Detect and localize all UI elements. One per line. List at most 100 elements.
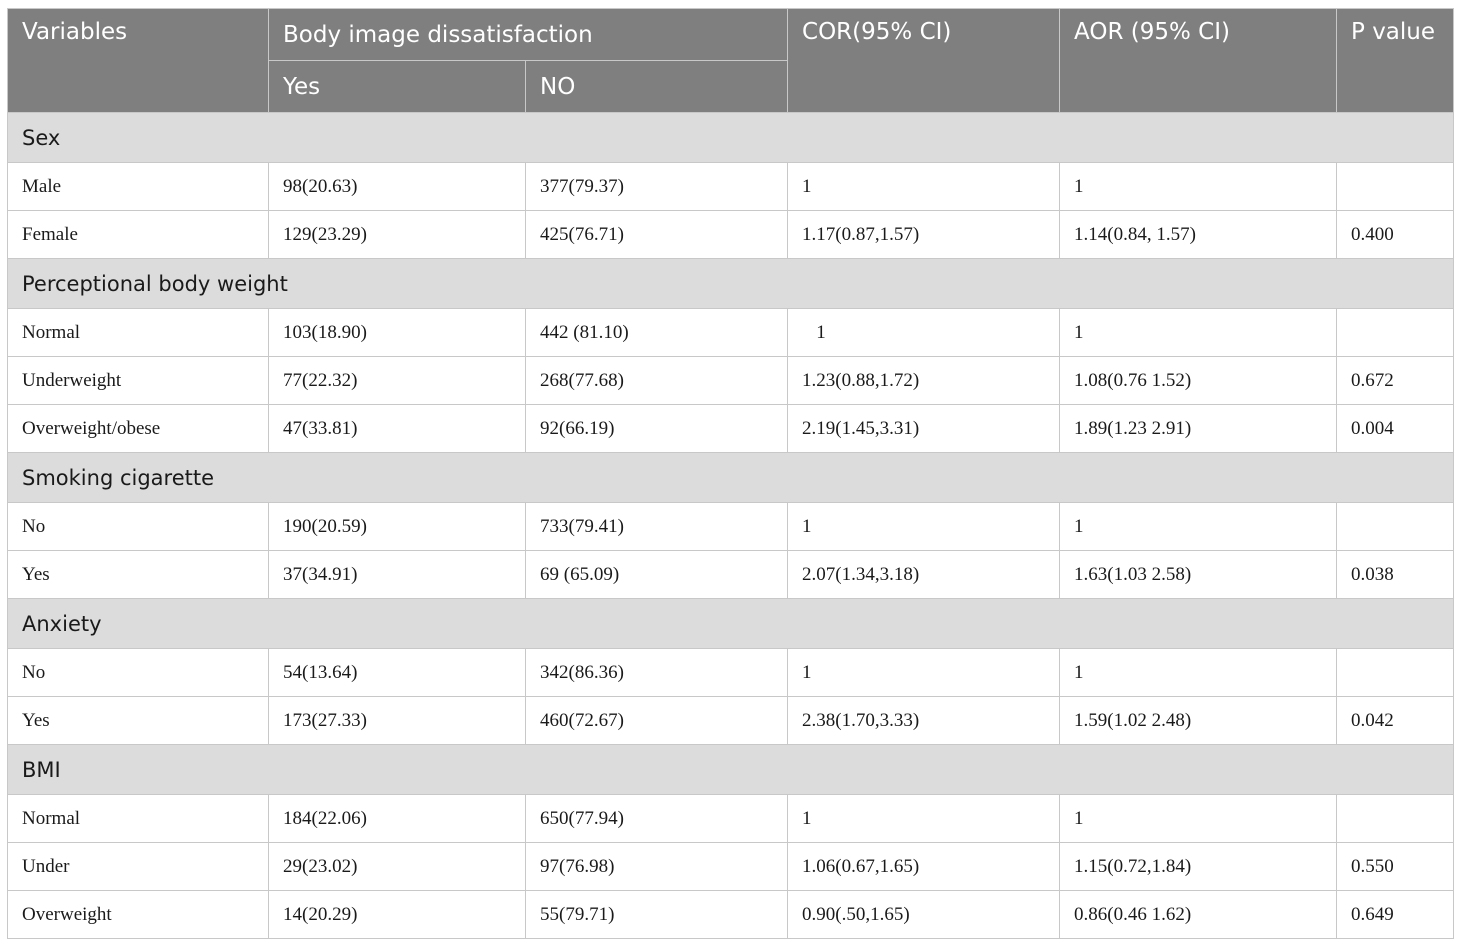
cell-cor: 1.17(0.87,1.57): [787, 210, 1061, 259]
table-row: Overweight/obese 47(33.81) 92(66.19) 2.19(1…: [7, 404, 1455, 453]
header-body-image-dissatisfaction: Body image dissatisfaction: [267, 8, 789, 61]
cell-aor: 1.08(0.76 1.52): [1059, 356, 1338, 405]
cell-no: 460(72.67): [524, 696, 789, 745]
group-label: Smoking cigarette: [6, 452, 1455, 503]
cell-no: 342(86.36): [524, 648, 789, 697]
cell-variable: Female: [7, 210, 269, 259]
cell-aor: 1.63(1.03 2.58): [1059, 550, 1338, 599]
cell-yes: 37(34.91): [268, 550, 526, 599]
results-table: Variables Body image dissatisfaction COR…: [6, 8, 1455, 939]
cell-yes: 190(20.59): [268, 502, 526, 551]
cell-variable: No: [7, 502, 269, 551]
table-row: Overweight 14(20.29) 55(79.71) 0.90(.50,1.6…: [7, 890, 1455, 939]
header-cor: COR(95% CI): [787, 8, 1061, 113]
cell-yes: 103(18.90): [268, 308, 526, 357]
table-row: Yes 37(34.91) 69 (65.09) 2.07(1.34,3.18) 1.6…: [7, 550, 1455, 599]
cell-variable: Overweight: [7, 890, 269, 939]
cell-aor: 1: [1059, 308, 1338, 357]
table-body: Sex Male 98(20.63) 377(79.37) 1 1 Female 129(23…: [6, 112, 1455, 939]
cell-variable: No: [7, 648, 269, 697]
header-p-value: P value: [1336, 8, 1455, 113]
cell-no: 377(79.37): [524, 162, 789, 211]
cell-variable: Male: [7, 162, 269, 211]
cell-p: 0.042: [1336, 696, 1455, 745]
cell-aor: 0.86(0.46 1.62): [1059, 890, 1338, 939]
header-row-bottom: Yes NO: [8, 60, 1454, 113]
cell-cor: 1.23(0.88,1.72): [787, 356, 1061, 405]
cell-aor: 1: [1059, 502, 1338, 551]
cell-aor: 1: [1059, 794, 1338, 843]
cell-p: [1336, 308, 1455, 357]
cell-variable: Normal: [7, 308, 269, 357]
table-row: Female 129(23.29) 425(76.71) 1.17(0.87,1.57…: [7, 210, 1455, 259]
cell-aor: 1.14(0.84, 1.57): [1059, 210, 1338, 259]
cell-aor: 1: [1059, 162, 1338, 211]
cell-p: [1336, 162, 1455, 211]
group-label: Perceptional body weight: [6, 258, 1455, 309]
cell-yes: 129(23.29): [268, 210, 526, 259]
cell-variable: Under: [7, 842, 269, 891]
cell-yes: 77(22.32): [268, 356, 526, 405]
group-row: Anxiety: [6, 598, 1455, 649]
cell-cor: 1: [787, 794, 1061, 843]
group-label: Sex: [6, 112, 1455, 163]
cell-p: 0.672: [1336, 356, 1455, 405]
cell-cor: 1: [787, 502, 1061, 551]
group-row: BMI: [6, 744, 1455, 795]
cell-yes: 173(27.33): [268, 696, 526, 745]
cell-aor: 1.59(1.02 2.48): [1059, 696, 1338, 745]
cell-no: 268(77.68): [524, 356, 789, 405]
group-row: Perceptional body weight: [6, 258, 1455, 309]
cell-variable: Yes: [7, 550, 269, 599]
cell-cor: 1.06(0.67,1.65): [787, 842, 1061, 891]
cell-p: 0.004: [1336, 404, 1455, 453]
cell-cor: 1: [787, 162, 1061, 211]
cell-variable: Overweight/obese: [7, 404, 269, 453]
cell-no: 97(76.98): [524, 842, 789, 891]
cell-p: 0.038: [1336, 550, 1455, 599]
table-row: Normal 184(22.06) 650(77.94) 1 1: [7, 794, 1455, 843]
cell-no: 442 (81.10): [524, 308, 789, 357]
table-row: No 54(13.64) 342(86.36) 1 1: [7, 648, 1455, 697]
header-yes: Yes: [268, 60, 526, 113]
cell-yes: 14(20.29): [268, 890, 526, 939]
table-row: Underweight 77(22.32) 268(77.68) 1.23(0.88,…: [7, 356, 1455, 405]
cell-cor: 0.90(.50,1.65): [787, 890, 1061, 939]
cell-yes: 29(23.02): [268, 842, 526, 891]
cell-no: 733(79.41): [524, 502, 789, 551]
cell-aor: 1.89(1.23 2.91): [1059, 404, 1338, 453]
cell-p: [1336, 502, 1455, 551]
cell-p: [1336, 794, 1455, 843]
table-row: No 190(20.59) 733(79.41) 1 1: [7, 502, 1455, 551]
cell-yes: 54(13.64): [268, 648, 526, 697]
table-row: Yes 173(27.33) 460(72.67) 2.38(1.70,3.33) 1.…: [7, 696, 1455, 745]
cell-no: 69 (65.09): [524, 550, 789, 599]
group-label: Anxiety: [6, 598, 1455, 649]
cell-aor: 1.15(0.72,1.84): [1059, 842, 1338, 891]
group-row: Sex: [6, 112, 1455, 163]
table-row: Under 29(23.02) 97(76.98) 1.06(0.67,1.65) 1.…: [7, 842, 1455, 891]
cell-cor: 1: [787, 648, 1061, 697]
cell-variable: Normal: [7, 794, 269, 843]
cell-p: [1336, 648, 1455, 697]
cell-yes: 47(33.81): [268, 404, 526, 453]
cell-variable: Yes: [7, 696, 269, 745]
header-no: NO: [524, 60, 789, 113]
header-variables: Variables: [7, 8, 269, 113]
cell-cor: 2.38(1.70,3.33): [787, 696, 1061, 745]
cell-no: 55(79.71): [524, 890, 789, 939]
table-row: Male 98(20.63) 377(79.37) 1 1: [7, 162, 1455, 211]
cell-p: 0.649: [1336, 890, 1455, 939]
cell-cor: 2.19(1.45,3.31): [787, 404, 1061, 453]
group-row: Smoking cigarette: [6, 452, 1455, 503]
cell-cor: 1: [787, 308, 1061, 357]
cell-aor: 1: [1059, 648, 1338, 697]
cell-no: 92(66.19): [524, 404, 789, 453]
cell-yes: 98(20.63): [268, 162, 526, 211]
cell-p: 0.550: [1336, 842, 1455, 891]
cell-yes: 184(22.06): [268, 794, 526, 843]
header-row-top: Variables Body image dissatisfaction COR…: [7, 8, 1455, 113]
table-header: Variables Body image dissatisfaction COR…: [7, 8, 1455, 113]
cell-cor: 2.07(1.34,3.18): [787, 550, 1061, 599]
